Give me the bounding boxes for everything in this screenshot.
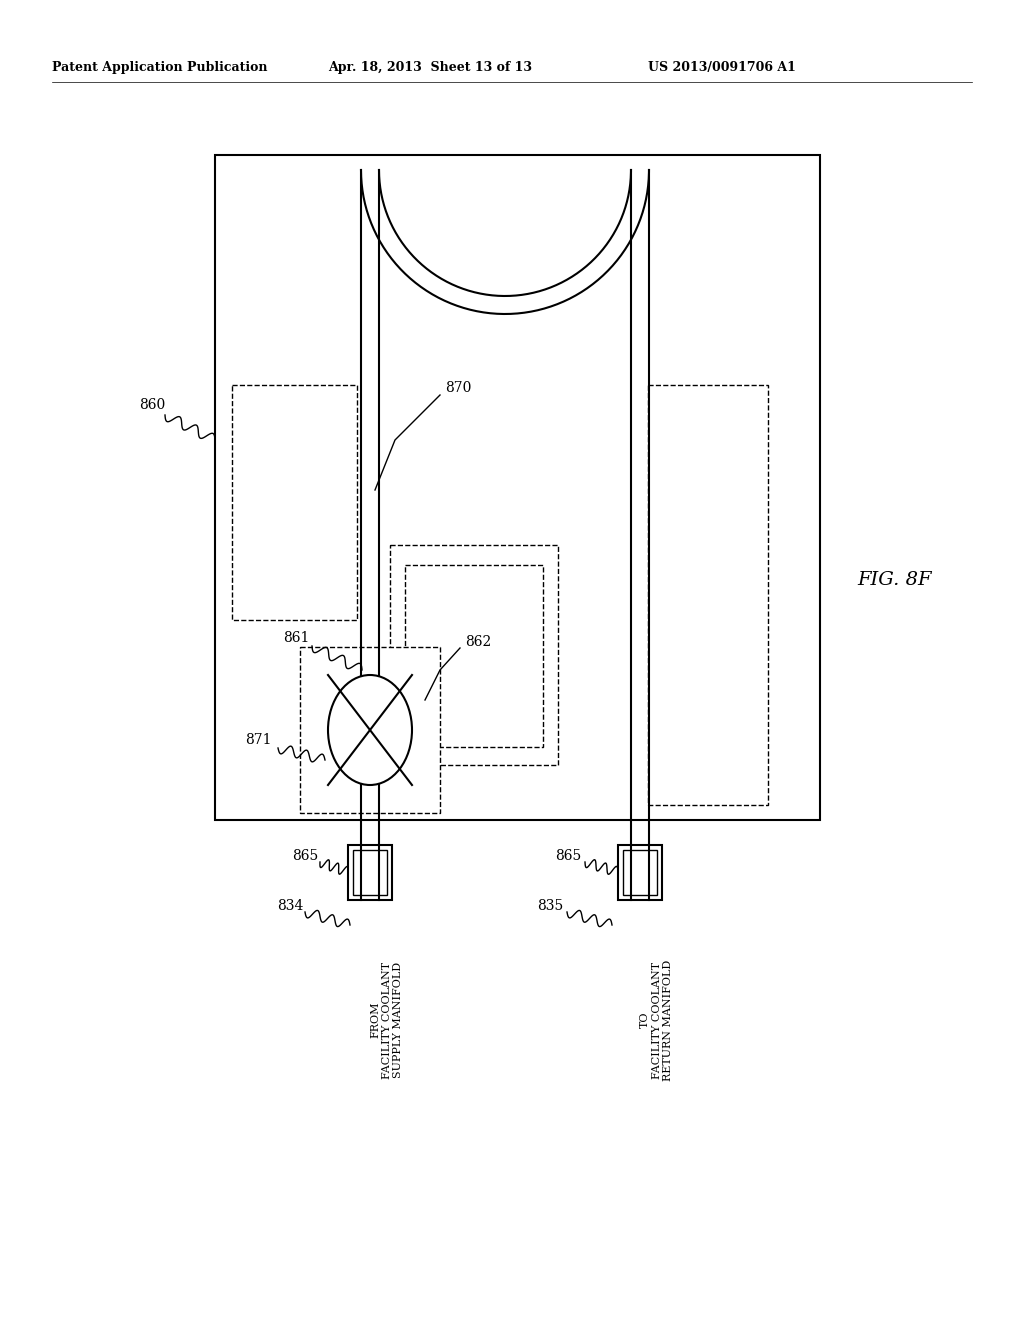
Text: TO
FACILITY COOLANT
RETURN MANIFOLD: TO FACILITY COOLANT RETURN MANIFOLD [640,960,673,1081]
Text: 862: 862 [465,635,492,649]
Text: 861: 861 [283,631,309,645]
Bar [353,850,387,895]
Text: 871: 871 [245,733,271,747]
Text: 835: 835 [537,899,563,913]
Text: FROM
FACILITY COOLANT
SUPPLY MANIFOLD: FROM FACILITY COOLANT SUPPLY MANIFOLD [370,961,403,1078]
Text: 860: 860 [139,399,165,412]
Bar [348,845,392,900]
Bar [648,385,768,805]
Text: 870: 870 [445,381,471,395]
Bar [623,850,657,895]
Bar [406,565,543,747]
Bar [232,385,357,620]
Text: FIG. 8F: FIG. 8F [858,572,932,589]
Text: 865: 865 [555,849,582,863]
Bar [618,845,662,900]
Text: Apr. 18, 2013  Sheet 13 of 13: Apr. 18, 2013 Sheet 13 of 13 [328,62,532,74]
Text: 834: 834 [276,899,303,913]
Bar [215,154,820,820]
Bar [300,647,440,813]
Text: 865: 865 [292,849,318,863]
Bar [390,545,558,766]
Text: US 2013/0091706 A1: US 2013/0091706 A1 [648,62,796,74]
Text: Patent Application Publication: Patent Application Publication [52,62,267,74]
